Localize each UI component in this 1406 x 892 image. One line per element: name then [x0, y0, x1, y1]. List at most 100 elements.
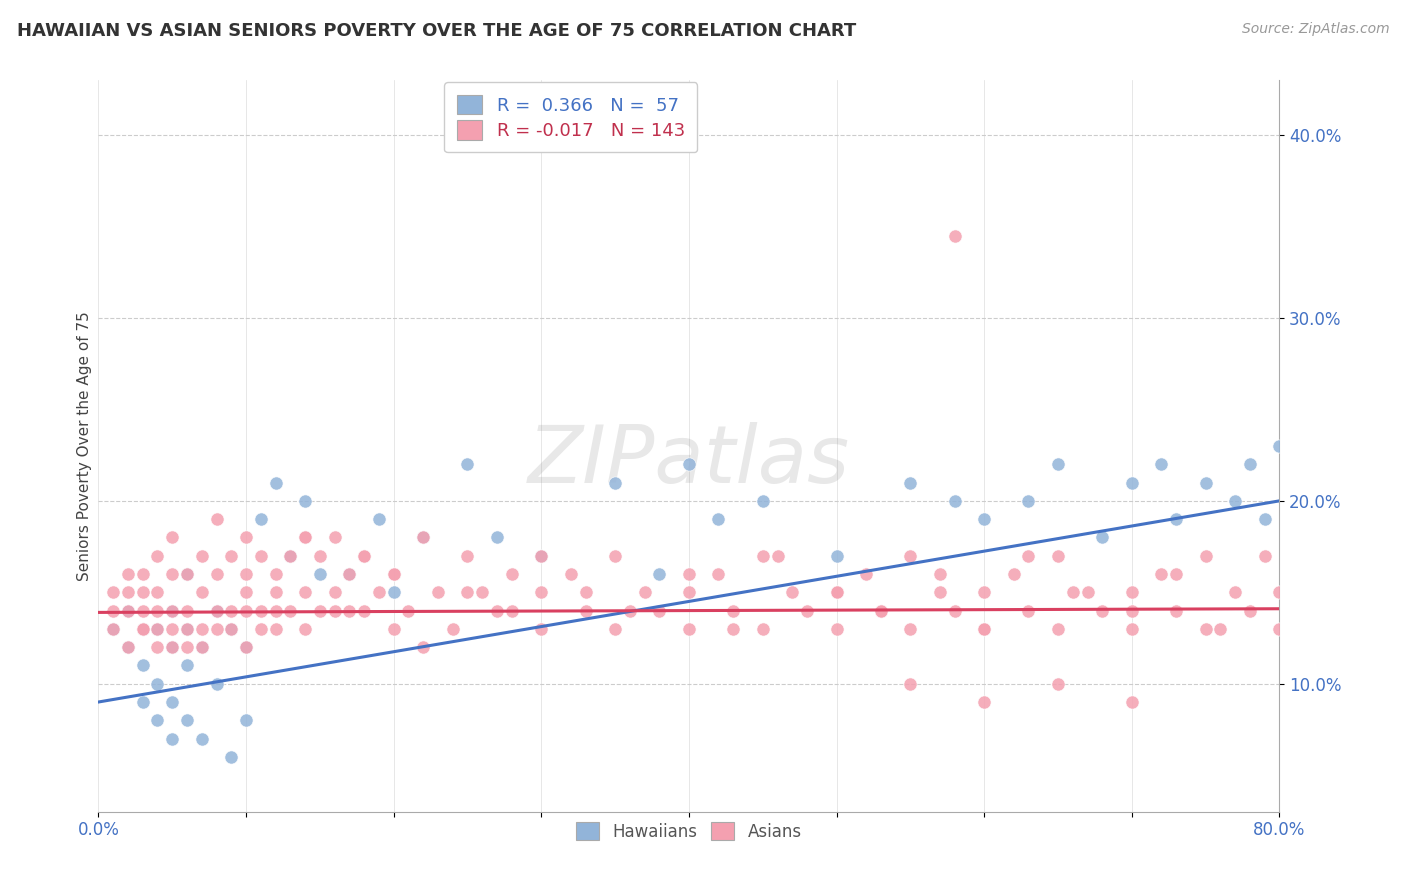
Point: [191, 640, 214, 655]
Point: [117, 603, 139, 617]
Point: [1239, 603, 1261, 617]
Point: [870, 603, 893, 617]
Point: [146, 622, 169, 636]
Point: [162, 530, 183, 544]
Point: [250, 512, 273, 526]
Point: [501, 603, 523, 617]
Point: [1195, 475, 1218, 490]
Point: [235, 603, 257, 617]
Point: [235, 640, 257, 655]
Legend: Hawaiians, Asians: Hawaiians, Asians: [569, 815, 808, 847]
Point: [1254, 549, 1277, 563]
Point: [973, 585, 995, 599]
Point: [221, 622, 243, 636]
Point: [264, 585, 287, 599]
Point: [412, 640, 434, 655]
Point: [176, 640, 198, 655]
Point: [132, 567, 155, 582]
Point: [162, 603, 183, 617]
Point: [146, 640, 169, 655]
Point: [486, 603, 509, 617]
Point: [294, 622, 316, 636]
Point: [146, 676, 169, 690]
Point: [132, 658, 155, 673]
Point: [280, 549, 302, 563]
Point: [235, 567, 257, 582]
Point: [382, 567, 405, 582]
Point: [235, 640, 257, 655]
Point: [221, 549, 243, 563]
Point: [146, 622, 169, 636]
Point: [176, 622, 198, 636]
Point: [191, 622, 214, 636]
Point: [575, 603, 598, 617]
Point: [205, 676, 228, 690]
Point: [264, 622, 287, 636]
Point: [1121, 622, 1143, 636]
Point: [1046, 549, 1070, 563]
Point: [723, 603, 745, 617]
Point: [117, 585, 139, 599]
Point: [457, 549, 479, 563]
Point: [235, 530, 257, 544]
Point: [250, 622, 273, 636]
Point: [929, 567, 952, 582]
Point: [929, 585, 952, 599]
Point: [132, 695, 155, 709]
Point: [973, 695, 995, 709]
Point: [250, 603, 273, 617]
Point: [1002, 567, 1025, 582]
Point: [132, 622, 155, 636]
Point: [1209, 622, 1232, 636]
Point: [176, 603, 198, 617]
Point: [221, 622, 243, 636]
Point: [1225, 494, 1247, 508]
Point: [1046, 676, 1070, 690]
Point: [634, 585, 657, 599]
Point: [368, 512, 391, 526]
Point: [501, 567, 523, 582]
Point: [678, 567, 700, 582]
Point: [353, 549, 375, 563]
Point: [678, 457, 700, 471]
Point: [309, 567, 332, 582]
Point: [648, 567, 671, 582]
Point: [752, 494, 775, 508]
Point: [619, 603, 641, 617]
Point: [1091, 530, 1114, 544]
Point: [191, 640, 214, 655]
Point: [323, 603, 346, 617]
Point: [796, 603, 818, 617]
Point: [146, 603, 169, 617]
Point: [117, 640, 139, 655]
Point: [1121, 695, 1143, 709]
Point: [457, 585, 479, 599]
Point: [1166, 603, 1188, 617]
Point: [605, 549, 627, 563]
Point: [825, 549, 848, 563]
Point: [605, 622, 627, 636]
Point: [1254, 512, 1277, 526]
Point: [1195, 549, 1218, 563]
Point: [162, 622, 183, 636]
Point: [441, 622, 464, 636]
Point: [368, 585, 391, 599]
Point: [235, 714, 257, 728]
Point: [339, 567, 361, 582]
Point: [825, 622, 848, 636]
Point: [221, 603, 243, 617]
Point: [353, 603, 375, 617]
Point: [264, 603, 287, 617]
Point: [825, 585, 848, 599]
Point: [1046, 622, 1070, 636]
Point: [235, 585, 257, 599]
Point: [162, 640, 183, 655]
Point: [486, 530, 509, 544]
Point: [943, 494, 966, 508]
Text: HAWAIIAN VS ASIAN SENIORS POVERTY OVER THE AGE OF 75 CORRELATION CHART: HAWAIIAN VS ASIAN SENIORS POVERTY OVER T…: [17, 22, 856, 40]
Point: [605, 475, 627, 490]
Point: [1121, 603, 1143, 617]
Point: [973, 622, 995, 636]
Point: [353, 549, 375, 563]
Point: [707, 512, 730, 526]
